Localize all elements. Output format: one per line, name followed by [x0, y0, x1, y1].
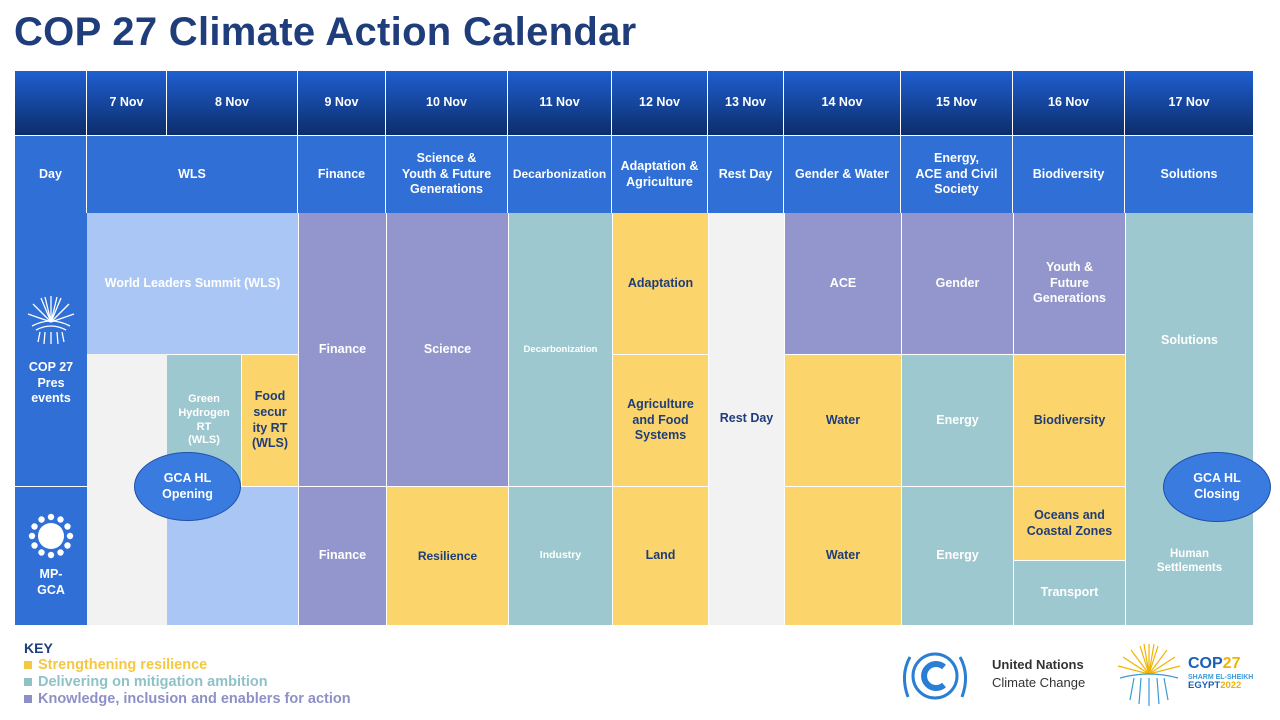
cell-rest-day: Rest Day — [708, 213, 784, 625]
date-header-blank — [15, 71, 87, 135]
cop27-country-year: EGYPT2022 — [1188, 681, 1253, 691]
sun-rays-icon — [27, 296, 75, 345]
cell-energy-pres: Energy — [901, 354, 1013, 486]
cell-ace: ACE — [784, 213, 901, 354]
legend-swatch-knowledge — [24, 695, 32, 703]
theme-finance: Finance — [298, 135, 386, 213]
cell-food-security: Food secur ity RT (WLS) — [241, 354, 298, 486]
row-label-mpgca: MP- GCA — [15, 486, 87, 625]
un-logo-text: United Nations Climate Change — [992, 656, 1085, 692]
cell-solutions: Solutions — [1125, 213, 1253, 469]
cell-biodiversity: Biodiversity — [1013, 354, 1125, 486]
theme-science-youth: Science & Youth & Future Generations — [386, 135, 508, 213]
cop27-main: COP — [1188, 655, 1223, 672]
date-header-nov7: 7 Nov — [87, 71, 167, 135]
cell-finance-pres: Finance — [298, 213, 386, 486]
cell-water-mp: Water — [784, 486, 901, 625]
cell-water-pres: Water — [784, 354, 901, 486]
date-header-nov9: 9 Nov — [298, 71, 386, 135]
cop27-place: SHARM EL-SHEIKH — [1188, 674, 1254, 681]
cop27-logo-text: COP27 SHARM EL-SHEIKH EGYPT2022 — [1188, 656, 1253, 691]
cell-finance-mp: Finance — [298, 486, 386, 625]
cop27-sun-logo — [1117, 643, 1181, 706]
cell-adaptation: Adaptation — [612, 213, 708, 354]
legend-item-resilience: Strengthening resilience — [24, 657, 351, 673]
cell-decarbonization: Decarbonization — [508, 213, 612, 486]
cell-world-leaders-summit: World Leaders Summit (WLS) — [87, 213, 298, 354]
cell-oceans: Oceans and Coastal Zones — [1013, 486, 1125, 560]
cell-land: Land — [612, 486, 708, 625]
un-logo-line1: United Nations — [992, 657, 1084, 672]
legend: KEY Strengthening resilience Delivering … — [24, 640, 351, 707]
row-label-mpgca-text: MP- GCA — [37, 567, 65, 597]
theme-gender-water: Gender & Water — [784, 135, 901, 213]
cell-industry: Industry — [508, 486, 612, 625]
cop27-year: 2022 — [1220, 680, 1242, 691]
legend-label-mitigation: Delivering on mitigation ambition — [38, 674, 268, 690]
theme-decarbonization: Decarbonization — [508, 135, 612, 213]
cell-youth: Youth & Future Generations — [1013, 213, 1125, 354]
cell-gender: Gender — [901, 213, 1013, 354]
date-header-nov17: 17 Nov — [1125, 71, 1253, 135]
cell-transport: Transport — [1013, 560, 1125, 625]
date-header-nov12: 12 Nov — [612, 71, 708, 135]
cop27-wordmark: COP27 — [1188, 656, 1253, 672]
cell-agriculture: Agriculture and Food Systems — [612, 354, 708, 486]
cop27-country: EGYPT — [1188, 680, 1221, 691]
date-header-nov10: 10 Nov — [386, 71, 508, 135]
theme-rest-day: Rest Day — [708, 135, 784, 213]
theme-biodiversity: Biodiversity — [1013, 135, 1125, 213]
row-label-pres-events: COP 27 Pres events — [15, 213, 87, 486]
global-climate-action-logo — [28, 514, 74, 559]
theme-energy-ace: Energy, ACE and Civil Society — [901, 135, 1013, 213]
row-label-pres-text: COP 27 Pres events — [28, 360, 74, 406]
gca-hl-opening-badge: GCA HL Opening — [134, 452, 241, 521]
legend-swatch-resilience — [24, 661, 32, 669]
legend-item-mitigation: Delivering on mitigation ambition — [24, 674, 351, 690]
date-header-nov16: 16 Nov — [1013, 71, 1125, 135]
theme-solutions: Solutions — [1125, 135, 1253, 213]
date-header-nov11: 11 Nov — [508, 71, 612, 135]
legend-label-knowledge: Knowledge, inclusion and enablers for ac… — [38, 691, 351, 707]
date-header-nov14: 14 Nov — [784, 71, 901, 135]
un-logo-line2: Climate Change — [992, 675, 1086, 691]
gca-hl-closing-badge: GCA HL Closing — [1163, 452, 1271, 522]
theme-day: Day — [15, 135, 87, 213]
un-climate-change-logo — [903, 652, 967, 700]
legend-item-knowledge: Knowledge, inclusion and enablers for ac… — [24, 691, 351, 707]
cop27-number: 27 — [1222, 655, 1241, 672]
legend-label-resilience: Strengthening resilience — [38, 657, 208, 673]
theme-adaptation-agriculture: Adaptation & Agriculture — [612, 135, 708, 213]
legend-swatch-mitigation — [24, 678, 32, 686]
cell-science: Science — [386, 213, 508, 486]
legend-title: KEY — [24, 640, 53, 656]
date-header-nov8: 8 Nov — [167, 71, 298, 135]
cell-resilience: Resilience — [386, 486, 508, 625]
theme-wls: WLS — [87, 135, 298, 213]
page-title: COP 27 Climate Action Calendar — [14, 10, 637, 54]
cell-energy-mp: Energy — [901, 486, 1013, 625]
date-header-nov15: 15 Nov — [901, 71, 1013, 135]
date-header-nov13: 13 Nov — [708, 71, 784, 135]
